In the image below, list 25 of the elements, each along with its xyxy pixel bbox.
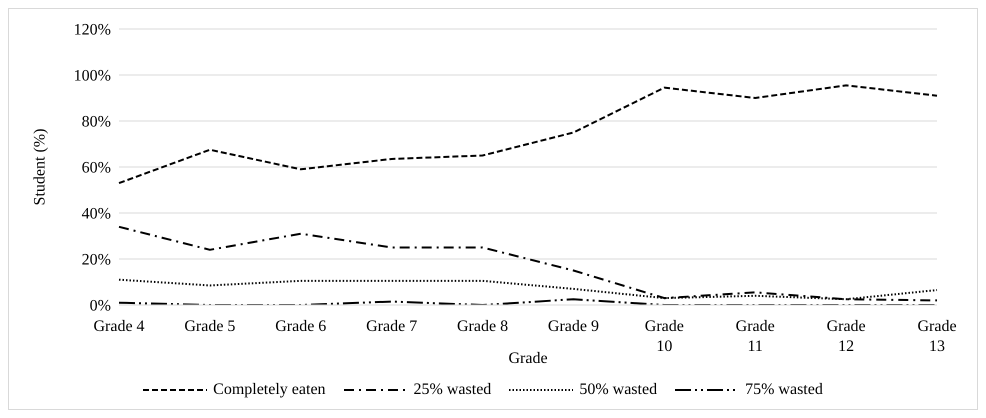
x-tick-label: Grade 12	[826, 318, 866, 355]
legend-label: 25% wasted	[414, 381, 492, 399]
y-tick-label: 80%	[82, 114, 111, 131]
y-tick-label: 40%	[82, 206, 111, 223]
x-tick-label: Grade 10	[644, 318, 684, 355]
line-series	[118, 84, 938, 184]
x-tick-label: Grade 9	[548, 318, 599, 335]
y-tick-label: 120%	[74, 22, 111, 39]
legend-label: 50% wasted	[579, 381, 658, 399]
x-axis-title: Grade	[508, 350, 548, 367]
y-tick-label: 20%	[82, 252, 111, 269]
x-tick-label: Grade 11	[736, 318, 775, 355]
x-tick-label: Grade 5	[184, 318, 236, 335]
x-tick-label: Grade 6	[275, 318, 326, 335]
x-tick-label: Grade 4	[93, 318, 145, 335]
legend-label: Completely eaten	[213, 381, 326, 399]
x-tick-label: Grade 8	[457, 318, 508, 335]
x-tick-label: Grade 13	[917, 318, 957, 355]
y-axis-title: Student (%)	[32, 128, 49, 206]
legend-label: 75% wasted	[745, 381, 823, 399]
x-tick-label: Grade 7	[366, 318, 418, 335]
line-series	[118, 226, 938, 302]
y-tick-label: 100%	[74, 68, 111, 85]
y-tick-label: 60%	[82, 160, 111, 177]
y-tick-label: 0%	[90, 298, 111, 315]
